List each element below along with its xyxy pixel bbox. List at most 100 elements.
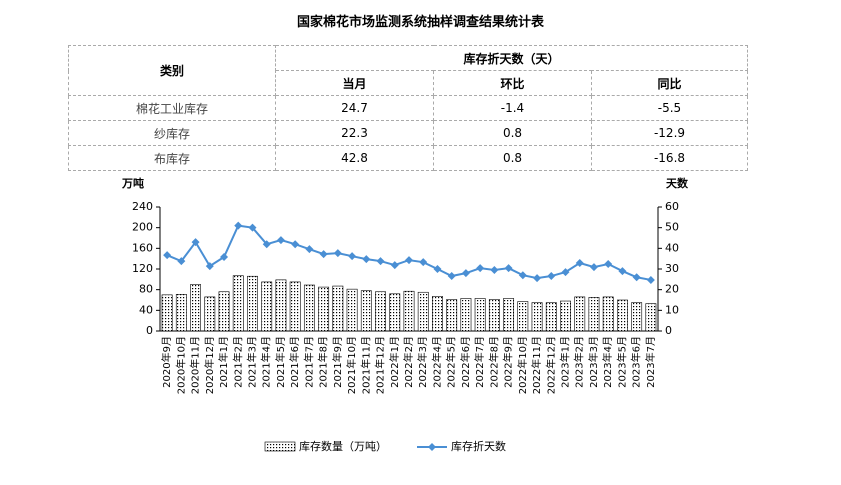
x-tick-label: 2022年3月	[416, 336, 429, 388]
y-tick-label: 160	[132, 241, 153, 254]
bar	[602, 296, 614, 332]
y-tick-label: 0	[146, 324, 153, 337]
bar	[474, 298, 486, 332]
x-tick-label: 2022年2月	[402, 336, 415, 388]
x-tick-label: 2020年12月	[203, 336, 216, 394]
x-tick-label: 2023年5月	[615, 336, 628, 388]
cell: 0.8	[433, 145, 592, 171]
bar	[303, 284, 315, 332]
marker	[575, 259, 584, 268]
x-tick-label: 2022年9月	[502, 336, 515, 388]
bar	[446, 299, 458, 332]
bar	[190, 284, 201, 332]
header-cell: 类别	[68, 45, 276, 96]
x-tick-label: 2021年2月	[231, 336, 244, 388]
bar	[218, 291, 230, 332]
bar	[403, 290, 415, 332]
bar	[360, 290, 372, 332]
y-tick-label: 200	[132, 221, 153, 234]
x-tick-label: 2021年3月	[245, 336, 258, 388]
marker	[390, 261, 399, 270]
marker	[333, 249, 342, 258]
y2-axis-label: 天数	[666, 176, 689, 190]
marker	[177, 257, 186, 266]
marker	[262, 240, 271, 249]
y-axis-label: 万吨	[121, 176, 144, 190]
marker	[376, 257, 385, 266]
x-tick-label: 2023年2月	[573, 336, 586, 388]
x-tick-label: 2022年4月	[430, 336, 443, 388]
x-tick-label: 2022年10月	[516, 336, 529, 394]
x-tick-label: 2023年4月	[601, 336, 614, 388]
cell: 0.8	[433, 120, 592, 146]
marker	[163, 251, 172, 260]
bar	[503, 298, 515, 332]
header-cell: 当月	[275, 70, 434, 96]
marker	[348, 252, 357, 261]
cell: 24.7	[275, 95, 434, 121]
cell: -16.8	[591, 145, 748, 171]
y2-tick-label: 30	[665, 262, 679, 275]
x-tick-label: 2023年7月	[644, 336, 657, 388]
x-tick-label: 2023年3月	[587, 336, 600, 388]
x-tick-label: 2022年5月	[445, 336, 458, 388]
bar	[161, 294, 173, 332]
x-tick-label: 2020年9月	[160, 336, 173, 388]
x-tick-label: 2021年12月	[374, 336, 387, 394]
bar	[417, 291, 429, 332]
y2-tick-label: 40	[665, 241, 679, 254]
bar	[232, 275, 244, 332]
x-tick-label: 2021年10月	[345, 336, 358, 394]
x-tick-label: 2022年1月	[388, 336, 401, 388]
marker	[618, 267, 627, 276]
bar	[346, 288, 358, 332]
y-tick-label: 80	[139, 283, 153, 296]
marker	[305, 245, 314, 254]
row-label: 布库存	[68, 145, 276, 171]
bar	[531, 302, 543, 332]
y-tick-label: 40	[139, 303, 153, 316]
legend-label: 库存数量（万吨）	[299, 439, 387, 453]
legend-marker	[428, 443, 436, 451]
bar	[574, 296, 586, 332]
marker	[533, 274, 542, 283]
marker	[234, 221, 243, 230]
x-tick-label: 2022年12月	[544, 336, 557, 394]
x-tick-label: 2020年11月	[189, 336, 202, 394]
bar	[560, 300, 571, 332]
table: 类别 库存折天数（天） 当月 环比 同比 棉花工业库存 24.7 -1.4 -5…	[68, 45, 748, 171]
bar	[375, 291, 386, 332]
bar	[488, 299, 500, 332]
marker	[547, 272, 556, 281]
bar	[588, 297, 600, 332]
marker	[419, 258, 428, 267]
x-tick-label: 2021年1月	[217, 336, 230, 388]
marker	[319, 250, 328, 259]
x-tick-label: 2021年11月	[359, 336, 372, 394]
cell: 42.8	[275, 145, 434, 171]
marker	[589, 263, 598, 272]
x-tick-label: 2022年11月	[530, 336, 543, 394]
bar	[460, 298, 472, 332]
cell: -1.4	[433, 95, 592, 121]
bar	[432, 296, 443, 332]
y2-tick-label: 60	[665, 200, 679, 213]
row-label: 纱库存	[68, 120, 276, 146]
x-tick-label: 2021年4月	[260, 336, 273, 388]
bar	[631, 302, 643, 332]
marker	[476, 264, 485, 273]
header-cell: 环比	[433, 70, 592, 96]
marker	[447, 272, 456, 281]
bar	[289, 281, 301, 332]
legend-swatch	[264, 441, 296, 452]
x-tick-label: 2020年10月	[174, 336, 187, 394]
x-tick-label: 2021年7月	[302, 336, 315, 388]
marker	[518, 271, 527, 280]
y-tick-label: 240	[132, 200, 153, 213]
bar	[617, 299, 628, 332]
header-cell: 库存折天数（天）	[275, 45, 748, 71]
x-tick-label: 2021年8月	[317, 336, 330, 388]
x-tick-label: 2022年6月	[459, 336, 472, 388]
